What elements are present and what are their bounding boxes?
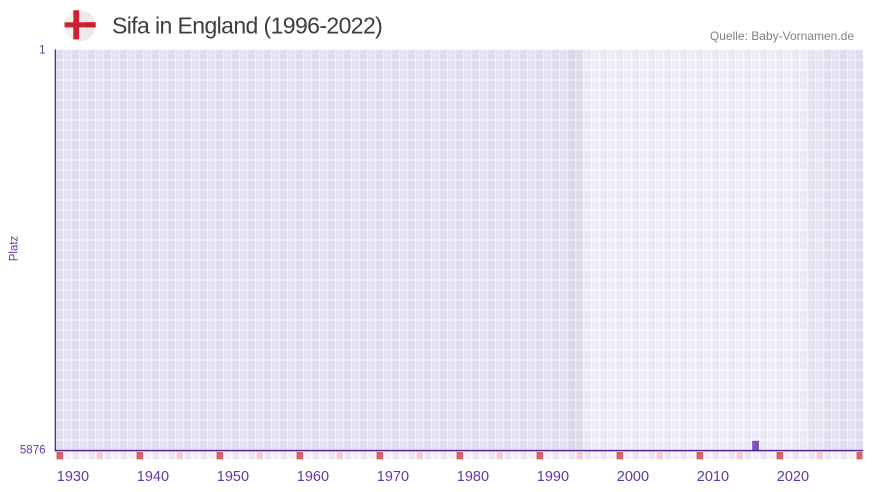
- svg-text:2010: 2010: [697, 469, 729, 485]
- svg-text:2020: 2020: [777, 469, 809, 485]
- svg-text:Platz: Platz: [9, 235, 21, 261]
- svg-text:1: 1: [39, 45, 45, 57]
- svg-text:1960: 1960: [297, 469, 329, 485]
- svg-text:1940: 1940: [137, 469, 169, 485]
- svg-text:1980: 1980: [457, 469, 489, 485]
- svg-text:Sifa in England (1996-2022): Sifa in England (1996-2022): [112, 12, 382, 38]
- svg-text:1950: 1950: [217, 469, 249, 485]
- svg-text:1970: 1970: [377, 469, 409, 485]
- svg-text:Quelle: Baby-Vornamen.de: Quelle: Baby-Vornamen.de: [710, 29, 854, 43]
- svg-text:5876: 5876: [20, 445, 46, 457]
- svg-text:1990: 1990: [537, 469, 569, 485]
- svg-text:2000: 2000: [617, 469, 649, 485]
- svg-text:1930: 1930: [57, 469, 89, 485]
